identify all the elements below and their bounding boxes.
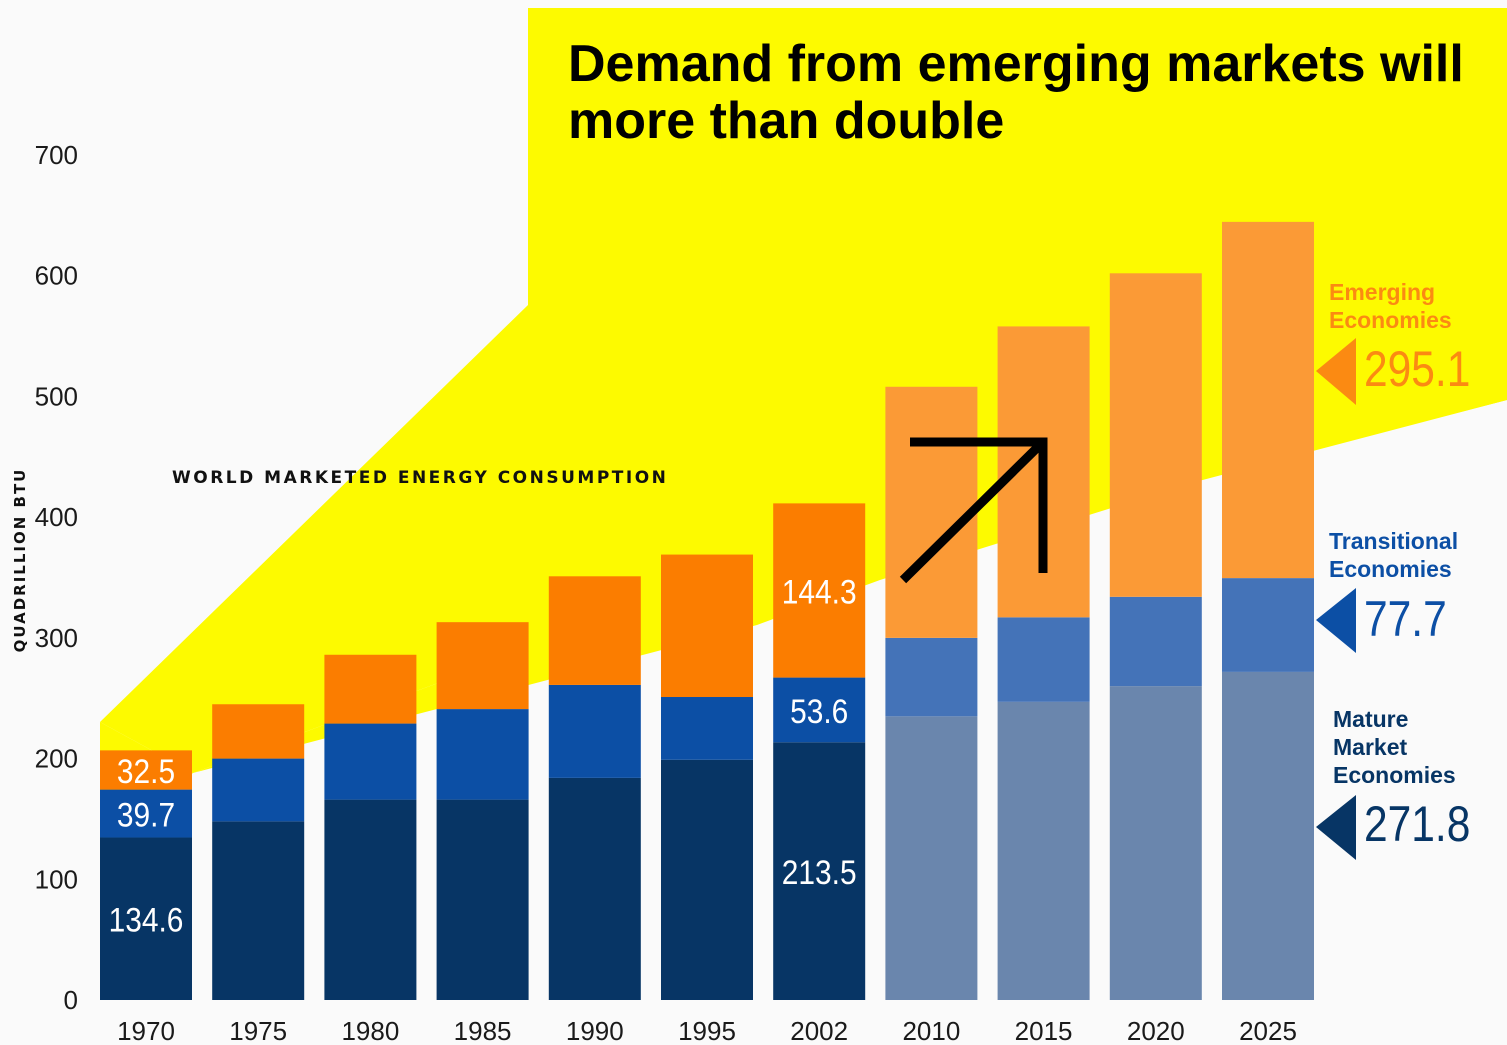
- y-axis-ticks: 0 100 200 300 400 500 600 700: [35, 140, 78, 1015]
- bar-mature-segment: [212, 821, 305, 1000]
- x-tick-label: 1990: [566, 1016, 624, 1045]
- bar-transitional-segment: [324, 723, 417, 800]
- bar-mature-segment: [661, 759, 753, 1000]
- bar-mature-segment: [885, 716, 978, 1000]
- legend-value-emerging: 295.1: [1364, 341, 1471, 397]
- legend-label-emerging: Emerging Economies: [1329, 279, 1452, 333]
- bar-emerging-segment: [885, 386, 978, 638]
- bar-value-label: 134.6: [109, 901, 184, 939]
- bar-value-label: 39.7: [117, 796, 175, 834]
- x-tick-label: 2002: [790, 1016, 848, 1045]
- bar-transitional-segment: [212, 758, 305, 822]
- bar-transitional-segment: [661, 697, 753, 760]
- bar-emerging-segment: [436, 622, 529, 710]
- bar-data-labels: 134.6 39.7 32.5 213.5 53.6 144.3: [109, 573, 857, 940]
- bar-value-label: 213.5: [782, 853, 857, 891]
- y-tick-label: 200: [35, 744, 78, 774]
- y-tick-label: 0: [64, 985, 78, 1015]
- x-tick-label: 1995: [678, 1016, 736, 1045]
- bar-emerging-segment: [324, 654, 417, 724]
- legend-value-transitional: 77.7: [1364, 591, 1447, 647]
- x-tick-label: 1985: [454, 1016, 512, 1045]
- y-tick-label: 300: [35, 623, 78, 653]
- bar-emerging-segment: [661, 554, 753, 698]
- bar-mature-segment: [997, 701, 1090, 1000]
- bar-transitional-segment: [773, 677, 866, 743]
- bar-transitional-segment: [997, 617, 1090, 702]
- x-tick-label: 1975: [229, 1016, 287, 1045]
- chart-title: Demand from emerging markets will more t…: [568, 35, 1464, 150]
- bar-value-label: 144.3: [782, 573, 857, 611]
- bar-transitional-segment: [885, 637, 978, 717]
- bar-transitional-segment: [1222, 578, 1314, 672]
- bar-emerging-segment: [100, 750, 192, 790]
- bar-transitional-segment: [436, 709, 529, 800]
- x-tick-label: 2015: [1015, 1016, 1073, 1045]
- bar-emerging-segment: [773, 503, 866, 678]
- bar-emerging-segment: [1109, 273, 1202, 597]
- triangle-marker-transitional: [1316, 588, 1356, 653]
- bar-transitional-segment: [548, 684, 641, 778]
- bar-mature-segment: [436, 799, 529, 1000]
- y-tick-label: 700: [35, 140, 78, 170]
- x-tick-label: 2020: [1127, 1016, 1185, 1045]
- triangle-marker-emerging: [1316, 338, 1356, 405]
- bar-value-label: 53.6: [790, 692, 848, 730]
- bar-mature-segment: [548, 777, 641, 1000]
- bar-mature-segment: [1109, 686, 1202, 1000]
- y-tick-label: 400: [35, 502, 78, 532]
- bar-mature-segment: [773, 742, 866, 1000]
- bar-emerging-segment: [548, 576, 641, 685]
- bar-mature-segment: [324, 799, 417, 1000]
- x-tick-label: 1980: [341, 1016, 399, 1045]
- legend-label-mature: Mature Market Economies: [1333, 706, 1456, 788]
- x-tick-label: 2010: [902, 1016, 960, 1045]
- chart-subtitle: WORLD MARKETED ENERGY CONSUMPTION: [172, 468, 669, 488]
- bar-emerging-segment: [212, 704, 305, 759]
- y-tick-label: 600: [35, 261, 78, 291]
- x-axis-ticks: 1970 1975 1980 1985 1990 1995 2002 2010 2015 2020…: [117, 1016, 1297, 1045]
- yellow-highlight-background: [100, 8, 1507, 840]
- legend-markers: [1316, 338, 1356, 860]
- x-tick-label: 2025: [1239, 1016, 1297, 1045]
- x-tick-label: 1970: [117, 1016, 175, 1045]
- bar-emerging-segment: [1222, 221, 1314, 579]
- arrow-icon: [899, 437, 1048, 584]
- bar-value-label: 32.5: [117, 752, 175, 790]
- growth-arrow-icon: [899, 437, 1048, 584]
- legend-value-mature: 271.8: [1364, 796, 1471, 852]
- bar-transitional-segment: [100, 789, 192, 838]
- triangle-marker-mature: [1316, 795, 1356, 860]
- y-tick-label: 100: [35, 864, 78, 894]
- y-axis-label: QUADRILLION BTU: [11, 467, 29, 653]
- legend-label-transitional: Transitional Economies: [1329, 528, 1459, 582]
- bar-mature-segment: [1222, 671, 1314, 1000]
- bar-mature-segment: [100, 837, 192, 1000]
- highlight-shape: [100, 8, 1507, 773]
- stacked-bars: [100, 221, 1314, 1000]
- bar-transitional-segment: [1109, 596, 1202, 687]
- y-tick-label: 500: [35, 381, 78, 411]
